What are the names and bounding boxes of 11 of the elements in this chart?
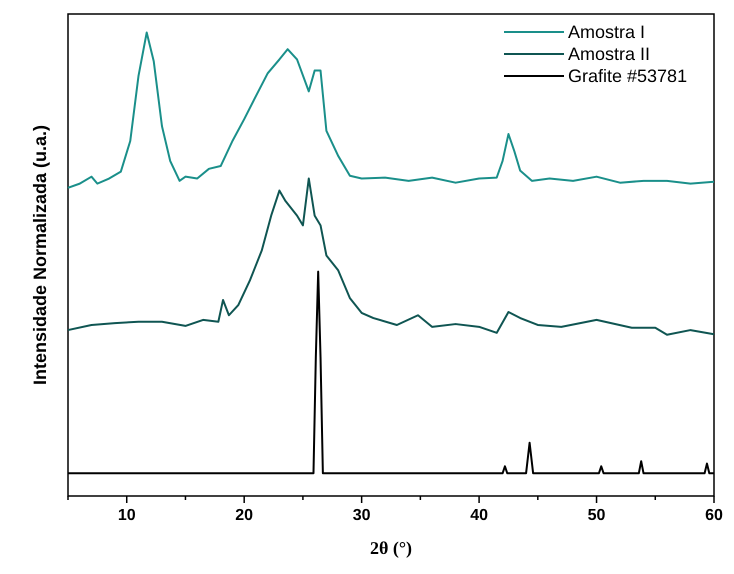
- x-axis-title: 2θ (°): [370, 538, 412, 558]
- y-axis-title: Intensidade Normalizada (u.a.): [30, 124, 50, 386]
- legend-label: Amostra II: [568, 44, 650, 64]
- x-tick-label: 10: [118, 507, 136, 524]
- x-tick-label: 60: [705, 507, 723, 524]
- legend-label: Grafite #53781: [568, 66, 688, 86]
- x-tick-label: 30: [352, 507, 371, 524]
- legend-label: Amostra I: [568, 22, 646, 42]
- x-tick-label: 20: [235, 507, 254, 524]
- x-tick-label: 50: [588, 507, 606, 524]
- x-tick-label: 40: [470, 507, 488, 524]
